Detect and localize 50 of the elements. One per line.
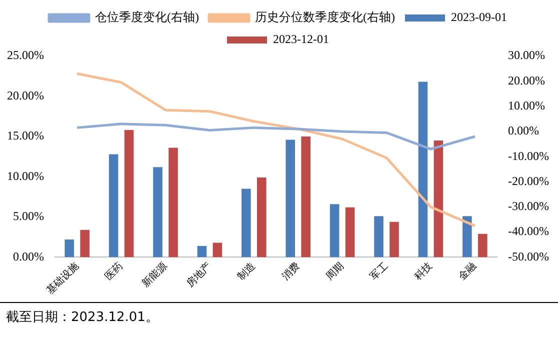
x-tick-label: 制造 xyxy=(235,260,258,283)
bar xyxy=(301,136,310,258)
bar xyxy=(390,222,399,258)
bar xyxy=(168,148,178,258)
bar xyxy=(212,242,222,258)
x-tick-label: 周期 xyxy=(324,260,346,283)
x-tick-label: 科技 xyxy=(412,260,435,283)
y-tick-label: 10.00% xyxy=(6,168,44,183)
x-tick-label: 金融 xyxy=(456,260,479,283)
y-tick-label: 5.00% xyxy=(12,209,44,224)
bar xyxy=(64,240,74,258)
x-tick-label: 新能源 xyxy=(140,260,170,290)
y2-tick-label: -50.00% xyxy=(508,249,550,264)
bar xyxy=(418,82,428,258)
y-tick-label: 25.00% xyxy=(6,48,44,62)
y-tick-label: 20.00% xyxy=(6,88,44,102)
bar xyxy=(256,178,266,258)
bar xyxy=(345,207,355,258)
bar xyxy=(330,204,340,258)
y-tick-label: 15.00% xyxy=(6,128,44,143)
x-tick-label: 军工 xyxy=(368,260,390,283)
y2-tick-label: -40.00% xyxy=(508,224,550,238)
y2-tick-label: -30.00% xyxy=(508,199,550,214)
bar xyxy=(80,230,90,258)
bar xyxy=(462,216,472,258)
legend-label: 仓位季度变化(右轴) xyxy=(95,10,200,24)
x-tick-label: 基础设施 xyxy=(44,260,82,297)
y2-tick-label: -20.00% xyxy=(508,174,550,188)
bar xyxy=(197,246,207,258)
bar xyxy=(124,130,134,258)
bar xyxy=(478,234,488,258)
y2-tick-label: 30.00% xyxy=(508,48,546,62)
bar xyxy=(242,188,251,258)
x-tick-label: 房地产 xyxy=(184,260,214,290)
x-tick-label: 医药 xyxy=(102,260,126,283)
text: 截至日期：2023.12.01。 xyxy=(6,309,158,326)
legend-label: 历史分位数季度变化(右轴) xyxy=(255,10,396,24)
legend-label: 2023-12-01 xyxy=(273,32,330,46)
bar xyxy=(108,154,118,258)
y2-tick-label: 10.00% xyxy=(508,98,546,112)
y2-tick-label: 0.00% xyxy=(508,124,540,138)
bar xyxy=(153,167,162,258)
bar xyxy=(374,216,384,258)
bar xyxy=(286,140,296,258)
x-tick-label: 消费 xyxy=(279,260,302,283)
y-tick-label: 0.00% xyxy=(12,249,44,264)
bar xyxy=(434,140,444,258)
legend-label: 2023-09-01 xyxy=(450,10,507,24)
y2-tick-label: -10.00% xyxy=(508,148,550,163)
y2-tick-label: 20.00% xyxy=(508,73,546,88)
